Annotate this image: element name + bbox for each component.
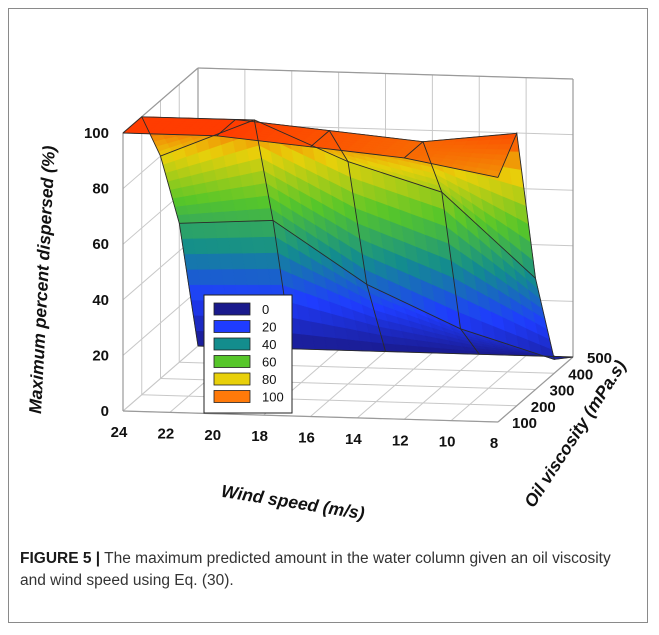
y-tick-label: 400 bbox=[568, 366, 593, 383]
legend-label: 80 bbox=[262, 372, 276, 387]
x-axis-label: Wind speed (m/s) bbox=[220, 481, 366, 523]
y-tick-label: 300 bbox=[550, 383, 575, 400]
gridline bbox=[141, 394, 517, 407]
legend-swatch bbox=[213, 355, 251, 368]
x-tick-label: 18 bbox=[251, 428, 268, 445]
legend-swatch bbox=[213, 320, 251, 333]
axis-edge bbox=[197, 67, 574, 80]
legend-swatch bbox=[213, 302, 251, 316]
figure-caption: FIGURE 5 | The maximum predicted amount … bbox=[20, 548, 640, 592]
x-tick-label: 20 bbox=[204, 427, 221, 444]
x-tick-label: 12 bbox=[392, 432, 409, 449]
legend: 0 20 40 60 80 100 bbox=[203, 294, 293, 414]
z-tick-label: 60 bbox=[92, 236, 109, 253]
z-axis-label: Maximum percent dispersed (%) bbox=[25, 145, 59, 414]
legend-label: 40 bbox=[262, 337, 276, 352]
legend-label: 0 bbox=[262, 302, 269, 317]
x-tick-label: 16 bbox=[298, 430, 315, 447]
caption-label: FIGURE 5 | bbox=[20, 550, 101, 567]
mesh-line bbox=[216, 119, 293, 349]
x-tick-label: 8 bbox=[490, 435, 498, 452]
axis-edge bbox=[497, 356, 574, 423]
y-tick-label: 200 bbox=[531, 399, 556, 416]
y-tick-label: 100 bbox=[512, 415, 537, 432]
legend-label: 60 bbox=[262, 355, 276, 370]
z-tick-label: 40 bbox=[92, 292, 109, 309]
caption-text: The maximum predicted amount in the wate… bbox=[20, 550, 611, 589]
z-tick-label: 0 bbox=[101, 403, 109, 420]
z-tick-label: 20 bbox=[92, 347, 109, 364]
x-tick-label: 10 bbox=[439, 434, 456, 451]
legend-swatch bbox=[213, 337, 251, 351]
x-tick-label: 22 bbox=[158, 425, 175, 442]
surface-mesh bbox=[122, 116, 574, 360]
x-tick-label: 14 bbox=[345, 431, 362, 448]
z-tick-label: 100 bbox=[84, 125, 109, 142]
mesh-line bbox=[497, 131, 574, 360]
mesh-line bbox=[404, 140, 480, 355]
z-tick-label: 80 bbox=[92, 181, 109, 198]
legend-label: 100 bbox=[262, 390, 284, 405]
axis-edge bbox=[122, 410, 499, 423]
figure-frame bbox=[8, 8, 648, 623]
x-tick-label: 24 bbox=[111, 424, 128, 441]
mesh-line bbox=[122, 116, 199, 347]
legend-swatch bbox=[213, 372, 251, 386]
legend-label: 20 bbox=[262, 320, 276, 335]
mesh-line bbox=[310, 129, 386, 352]
y-tick-label: 500 bbox=[587, 350, 612, 367]
legend-swatch bbox=[213, 390, 251, 403]
